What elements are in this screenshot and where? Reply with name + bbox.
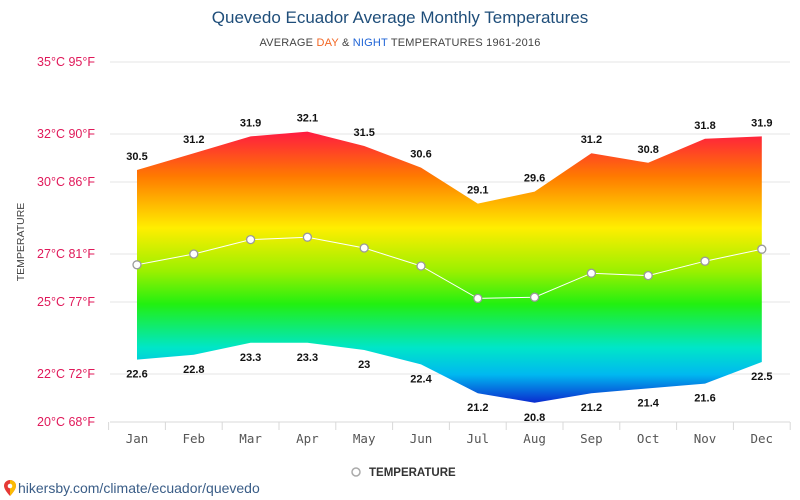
mean-temperature-point	[757, 244, 767, 254]
night-value-label: 21.6	[694, 393, 715, 405]
subtitle-night-word: NIGHT	[352, 37, 388, 49]
mean-temperature-point	[189, 249, 199, 259]
y-tick-label: 20°C 68°F	[37, 415, 95, 429]
subtitle-prefix: AVERAGE	[259, 37, 317, 49]
day-value-label: 31.2	[183, 134, 204, 146]
mean-temperature-point	[132, 260, 142, 270]
y-axis-title: TEMPERATURE	[15, 203, 27, 282]
day-value-label: 31.9	[751, 117, 772, 129]
night-value-label: 22.8	[183, 364, 204, 376]
x-tick-label: Oct	[637, 431, 660, 446]
y-tick-label: 22°C 72°F	[37, 367, 95, 381]
mean-temperature-point	[416, 261, 426, 271]
day-value-label: 30.8	[637, 144, 658, 156]
night-value-label: 23.3	[297, 352, 318, 364]
day-value-labels: 30.5 31.2 31.9 32.1 31.5 30.6 29.1 29.6 31.2 30.8…	[126, 113, 772, 197]
mean-temperature-points	[132, 232, 767, 304]
y-tick-label: 30°C 86°F	[37, 175, 95, 189]
night-value-labels: 22.6 22.8 23.3 23.3 23 22.4 21.2 20.8 21.2 21.4 21…	[126, 352, 772, 424]
mean-temperature-point	[245, 234, 256, 245]
mean-temperature-line	[136, 236, 762, 299]
day-value-label: 30.6	[410, 149, 431, 161]
mean-temperature-point	[700, 256, 710, 266]
legend-label: TEMPERATURE	[369, 467, 456, 479]
y-tick-label: 32°C 90°F	[37, 127, 95, 141]
subtitle-day-word: DAY	[316, 37, 339, 49]
day-value-label: 29.6	[524, 173, 545, 185]
y-tick-label: 27°C 81°F	[37, 247, 95, 261]
x-tick-label: Nov	[694, 431, 717, 446]
day-value-label: 29.1	[467, 185, 488, 197]
x-tick-label: Jul	[467, 431, 490, 446]
day-value-label: 31.8	[694, 120, 715, 132]
x-tick-label: Aug	[523, 431, 546, 446]
night-value-label: 21.4	[637, 397, 659, 409]
night-value-label: 21.2	[581, 402, 602, 414]
x-tick-label: Jun	[410, 431, 433, 446]
x-tick-label: May	[353, 431, 376, 446]
chart-title: Quevedo Ecuador Average Monthly Temperat…	[211, 8, 589, 27]
day-value-label: 31.2	[581, 134, 602, 146]
x-tick-label: Apr	[296, 431, 319, 446]
day-value-label: 31.5	[353, 127, 374, 139]
day-value-label: 32.1	[297, 113, 318, 125]
footer-link[interactable]: hikersby.com/climate/ecuador/quevedo	[4, 480, 260, 496]
mean-temperature-point	[359, 243, 369, 253]
mean-temperature-point	[302, 232, 313, 242]
x-tick-label: Dec	[751, 431, 774, 446]
day-night-range-band	[137, 131, 762, 403]
night-value-label: 22.6	[126, 369, 147, 381]
x-tick-label: Jan	[126, 431, 149, 446]
legend-marker	[351, 467, 361, 477]
night-value-label: 22.5	[751, 371, 772, 383]
subtitle-mid: &	[338, 37, 353, 49]
x-axis: Jan Feb Mar Apr May Jun Jul Aug Sep Oct Nov Dec	[108, 421, 791, 446]
x-tick-label: Sep	[580, 431, 603, 446]
chart-legend[interactable]: TEMPERATURE	[351, 467, 456, 479]
x-tick-label: Mar	[239, 431, 262, 446]
night-value-label: 22.4	[410, 373, 432, 385]
night-value-label: 21.2	[467, 402, 488, 414]
mean-temperature-point	[643, 270, 653, 281]
footer-url[interactable]: hikersby.com/climate/ecuador/quevedo	[18, 480, 260, 496]
night-value-label: 23.3	[240, 352, 261, 364]
y-tick-label: 35°C 95°F	[37, 55, 95, 69]
mean-temperature-point	[473, 293, 483, 304]
night-value-label: 23	[358, 359, 370, 371]
y-axis-ticks: 20°C 68°F 22°C 72°F 25°C 77°F 27°C 81°F 30°C…	[37, 55, 95, 429]
night-value-label: 20.8	[524, 412, 545, 424]
mean-temperature-point	[586, 268, 597, 278]
day-value-label: 30.5	[126, 151, 147, 163]
day-value-label: 31.9	[240, 117, 261, 129]
location-pin-icon	[4, 480, 16, 496]
x-tick-label: Feb	[183, 431, 206, 446]
mean-temperature-point	[529, 292, 540, 302]
chart-subtitle: AVERAGE DAY & NIGHT TEMPERATURES 1961-20…	[0, 37, 800, 49]
subtitle-suffix: TEMPERATURES 1961-2016	[387, 37, 541, 49]
y-tick-label: 25°C 77°F	[37, 295, 95, 309]
